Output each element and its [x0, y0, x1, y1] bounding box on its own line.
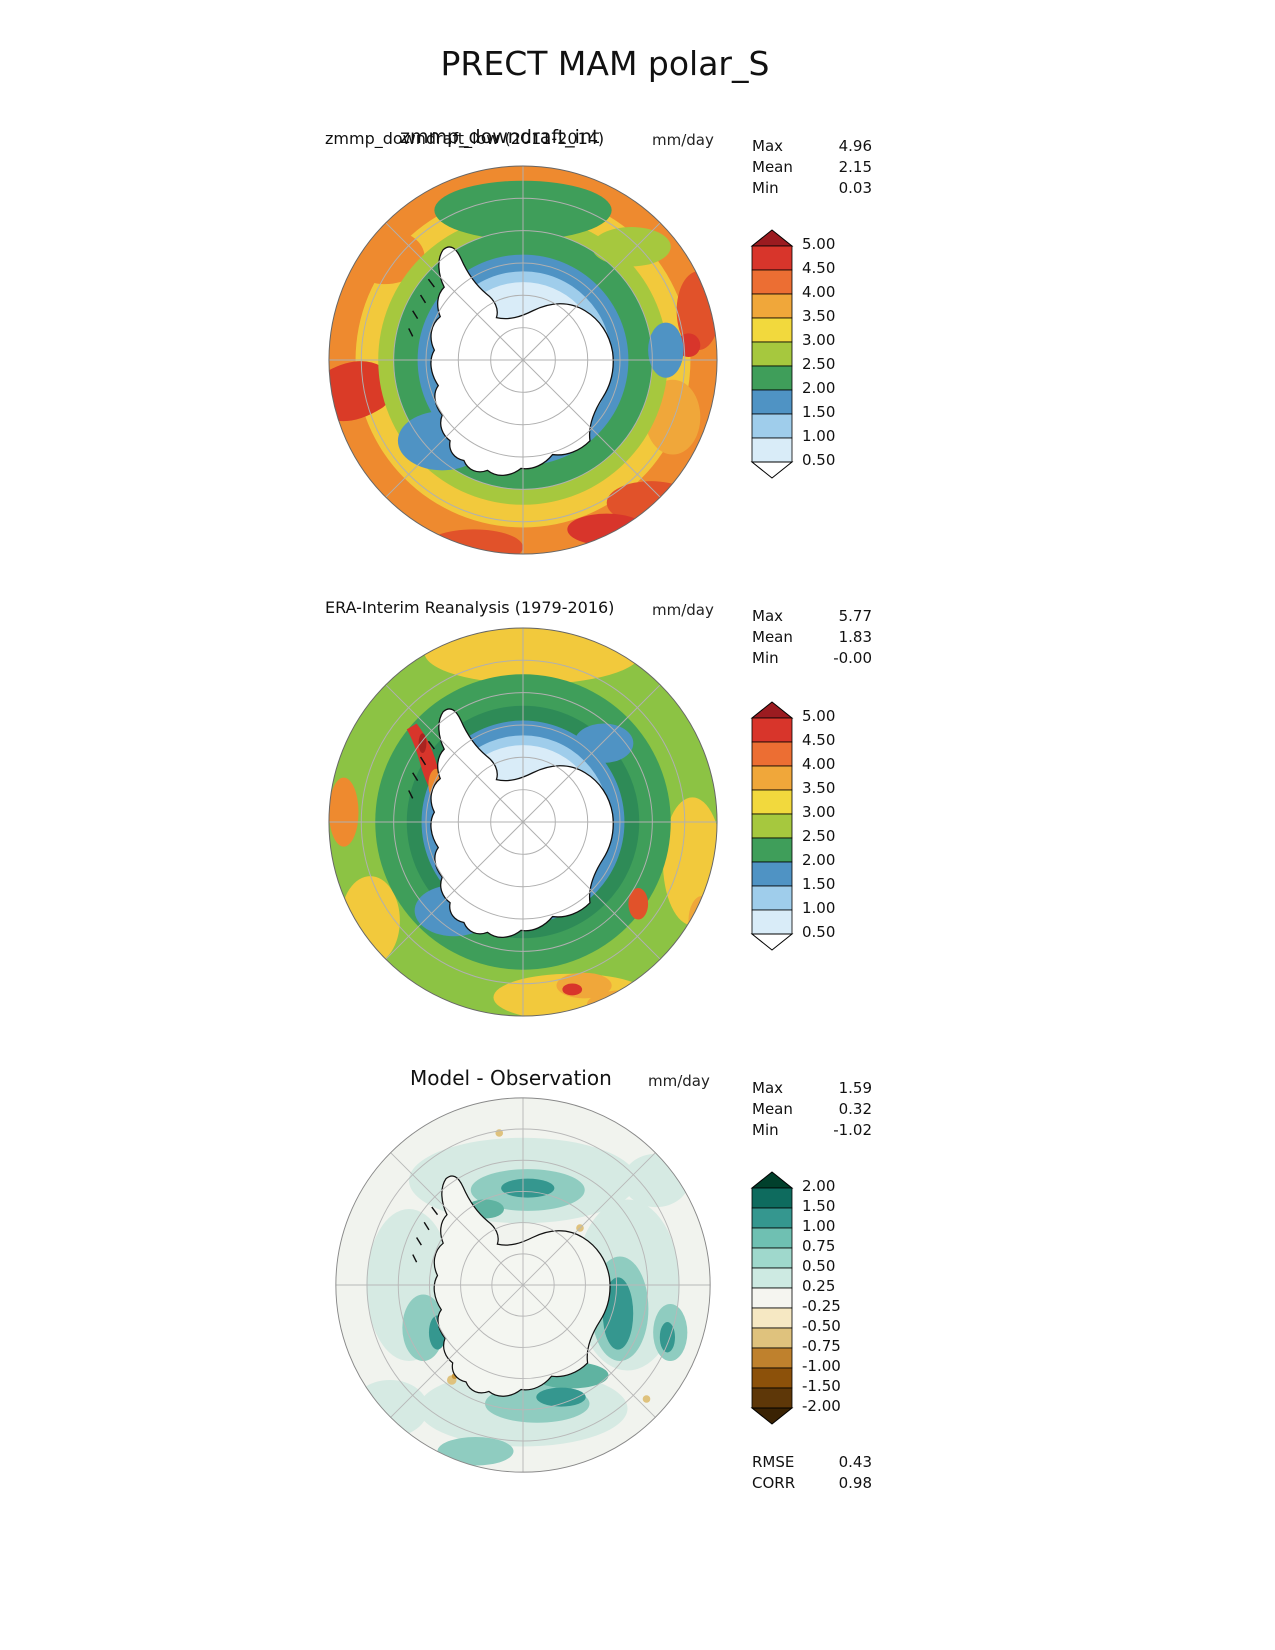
colorbar-tick-label: -0.25 — [802, 1297, 841, 1315]
colorbar-precip-observation: 5.00 4.50 4.00 3.50 3.00 2.50 2.00 1.50 1.00 0.50 — [750, 700, 860, 960]
model-case-name-front: zmmp_downdraft_int — [400, 126, 600, 148]
map-model-polar — [328, 165, 718, 555]
colorbar-tick-label: 2.50 — [802, 355, 836, 373]
colorbar-tick-label: 2.00 — [802, 379, 836, 397]
stat-label: Min — [752, 179, 779, 197]
stat-row: Min -1.02 — [752, 1120, 872, 1141]
colorbar-tick-label: 0.75 — [802, 1237, 836, 1255]
stat-row: CORR 0.98 — [752, 1473, 872, 1494]
stats-difference: Max 1.59 Mean 0.32 Min -1.02 — [752, 1078, 872, 1141]
colorbar-bar — [750, 701, 794, 951]
colorbar-tick-label: 5.00 — [802, 707, 836, 725]
stat-label: Max — [752, 607, 784, 625]
stat-value: 0.43 — [838, 1453, 872, 1471]
colorbar-tick-label: 1.00 — [802, 1217, 836, 1235]
colorbar-tick-label: 0.50 — [802, 923, 836, 941]
colorbar-bar — [750, 1171, 794, 1425]
panel-diff-title: Model - Observation — [410, 1066, 670, 1094]
stat-label: RMSE — [752, 1453, 795, 1471]
colorbar-tick-label: 1.50 — [802, 875, 836, 893]
stat-value: -0.00 — [833, 649, 872, 667]
map-boundary — [328, 165, 718, 555]
stat-value: 0.98 — [838, 1474, 872, 1492]
stat-value: 1.59 — [838, 1079, 872, 1097]
map-boundary — [328, 627, 718, 1017]
colorbar-tick-label: 4.00 — [802, 283, 836, 301]
colorbar-tick-label: 4.00 — [802, 755, 836, 773]
colorbar-diff: 2.00 1.50 1.00 0.75 0.50 0.25 -0.25 -0.50 -0.75 -… — [750, 1170, 860, 1430]
colorbar-tick-label: 1.50 — [802, 403, 836, 421]
colorbar-tick-label: 0.25 — [802, 1277, 836, 1295]
map-difference-polar — [335, 1097, 711, 1473]
metrics-rmse-corr: RMSE 0.43 CORR 0.98 — [752, 1452, 872, 1494]
stat-value: -1.02 — [833, 1121, 872, 1139]
islands — [408, 278, 435, 337]
colorbar-tick-label: -2.00 — [802, 1397, 841, 1415]
stat-label: CORR — [752, 1474, 796, 1492]
stat-label: Min — [752, 1121, 779, 1139]
diff-title-text: Model - Observation — [410, 1066, 612, 1090]
colorbar-tick-label: 1.50 — [802, 1197, 836, 1215]
stat-value: 1.83 — [838, 628, 872, 646]
stats-observation: Max 5.77 Mean 1.83 Min -0.00 — [752, 606, 872, 669]
stat-row: Mean 2.15 — [752, 157, 872, 178]
stat-row: Max 5.77 — [752, 606, 872, 627]
colorbar-tick-label: 3.50 — [802, 779, 836, 797]
stat-row: Max 4.96 — [752, 136, 872, 157]
stat-row: Min -0.00 — [752, 648, 872, 669]
stat-label: Mean — [752, 628, 793, 646]
graticule — [328, 165, 718, 555]
stat-label: Mean — [752, 158, 793, 176]
colorbar-tick-label: 5.00 — [802, 235, 836, 253]
colorbar-tick-label: 2.50 — [802, 827, 836, 845]
colorbar-tick-label: 3.50 — [802, 307, 836, 325]
stat-row: Mean 1.83 — [752, 627, 872, 648]
colorbar-tick-label: 2.00 — [802, 851, 836, 869]
model-case-name-back: zmmp_downdraft_low (2011-2014) — [325, 129, 605, 148]
stat-row: Min 0.03 — [752, 178, 872, 199]
obs-title-text: ERA-Interim Reanalysis (1979-2016) — [325, 598, 615, 617]
colorbar-tick-label: 1.00 — [802, 899, 836, 917]
figure-title: PRECT MAM polar_S — [440, 44, 770, 83]
colorbar-tick-label: 3.00 — [802, 331, 836, 349]
stat-label: Min — [752, 649, 779, 667]
colorbar-bar — [750, 229, 794, 479]
stat-row: Mean 0.32 — [752, 1099, 872, 1120]
colorbar-tick-label: -0.75 — [802, 1337, 841, 1355]
stat-row: Max 1.59 — [752, 1078, 872, 1099]
colorbar-tick-label: -1.50 — [802, 1377, 841, 1395]
panel-obs-units: mm/day — [652, 601, 714, 619]
stats-model: Max 4.96 Mean 2.15 Min 0.03 — [752, 136, 872, 199]
colorbar-tick-label: 0.50 — [802, 451, 836, 469]
islands — [412, 1206, 439, 1263]
stat-value: 2.15 — [838, 158, 872, 176]
colorbar-tick-label: 1.00 — [802, 427, 836, 445]
colorbar-tick-label: 4.50 — [802, 731, 836, 749]
colorbar-tick-label: 3.00 — [802, 803, 836, 821]
graticule — [328, 627, 718, 1017]
stat-label: Max — [752, 137, 784, 155]
colorbar-precip-model: 5.00 4.50 4.00 3.50 3.00 2.50 2.00 1.50 1.00 0.50 — [750, 228, 860, 488]
panel-model-title: zmmp_downdraft_low (2011-2014) zmmp_down… — [325, 126, 665, 154]
panel-diff-units: mm/day — [648, 1072, 710, 1090]
stat-label: Mean — [752, 1100, 793, 1118]
map-boundary — [335, 1097, 711, 1473]
islands — [408, 740, 435, 799]
colorbar-tick-label: 0.50 — [802, 1257, 836, 1275]
stat-value: 0.03 — [838, 179, 872, 197]
colorbar-tick-label: -1.00 — [802, 1357, 841, 1375]
map-observation-polar — [328, 627, 718, 1017]
colorbar-tick-label: -0.50 — [802, 1317, 841, 1335]
stat-value: 5.77 — [838, 607, 872, 625]
panel-model-units: mm/day — [652, 131, 714, 149]
stat-value: 4.96 — [838, 137, 872, 155]
panel-obs-title: ERA-Interim Reanalysis (1979-2016) — [325, 598, 665, 626]
colorbar-tick-label: 2.00 — [802, 1177, 836, 1195]
stat-label: Max — [752, 1079, 784, 1097]
stat-value: 0.32 — [838, 1100, 872, 1118]
stat-row: RMSE 0.43 — [752, 1452, 872, 1473]
graticule — [335, 1097, 711, 1473]
colorbar-tick-label: 4.50 — [802, 259, 836, 277]
